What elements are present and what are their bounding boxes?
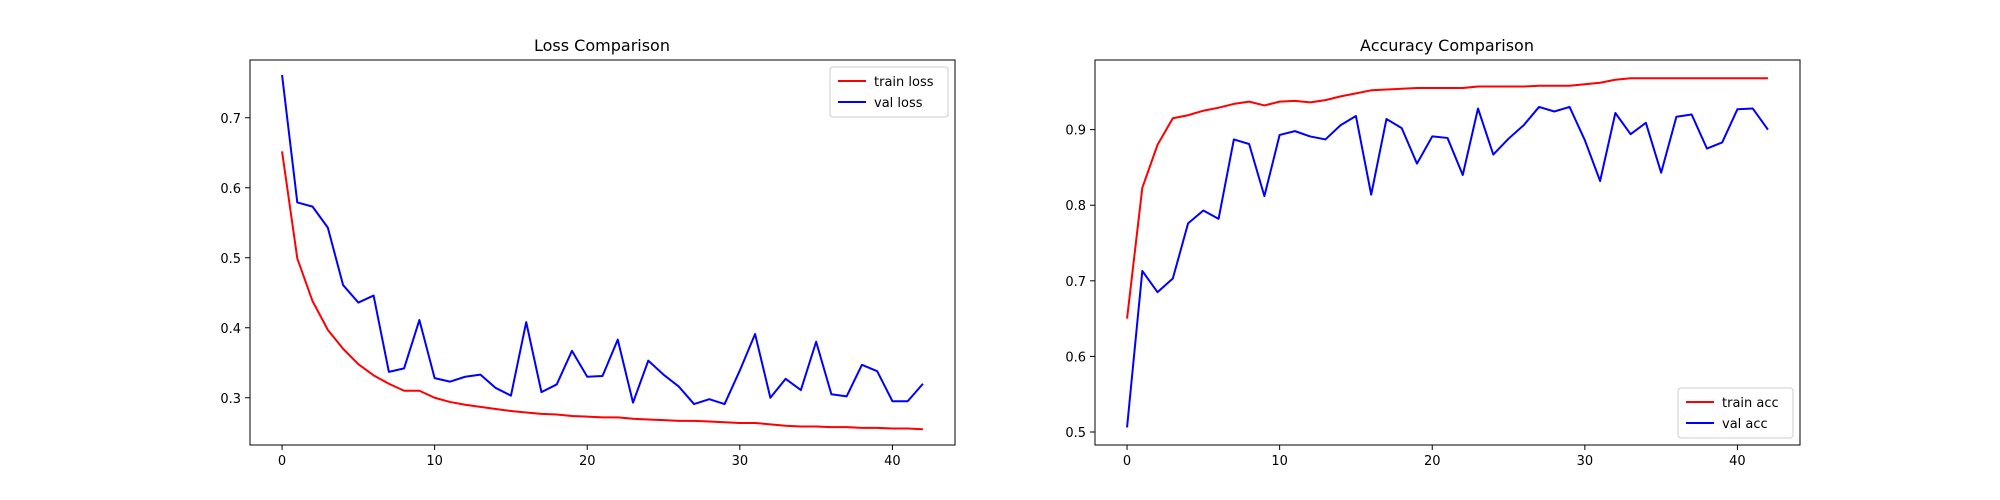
loss-chart-plot-area [281, 74, 924, 431]
loss-chart-x-tick-label: 20 [579, 454, 596, 469]
loss-chart-y-tick-label: 0.3 [220, 392, 241, 407]
accuracy-chart-y-tick-label: 0.7 [1065, 275, 1086, 290]
accuracy-chart-series-val-acc-line [1126, 105, 1769, 428]
loss-chart-legend-label: val loss [874, 96, 923, 111]
accuracy-chart-x-tick-label: 10 [1271, 454, 1288, 469]
loss-chart-series-train-loss-line [281, 151, 923, 431]
accuracy-chart-legend: train acc val acc [1677, 387, 1794, 439]
accuracy-chart-frame [1094, 59, 1801, 446]
loss-chart-y-tick-label: 0.7 [220, 112, 241, 127]
accuracy-chart-y-tick-label: 0.6 [1065, 350, 1086, 365]
accuracy-chart-y-tick-label: 0.8 [1065, 199, 1086, 214]
loss-chart-x-tick-label: 10 [426, 454, 443, 469]
loss-chart-frame [249, 59, 956, 446]
loss-chart-x-tick-label: 30 [732, 454, 749, 469]
loss-chart-title: Loss Comparison [534, 36, 670, 55]
accuracy-chart-legend-box [1677, 387, 1794, 439]
loss-chart-ticks: 0 10 20 30 40 0.3 0.4 0.5 0.6 0.7 [220, 112, 900, 469]
accuracy-chart-y-tick-label: 0.5 [1065, 426, 1086, 441]
accuracy-chart-x-tick-label: 30 [1577, 454, 1594, 469]
loss-chart-legend-label: train loss [874, 75, 934, 90]
loss-chart-y-tick-label: 0.5 [220, 252, 241, 267]
accuracy-chart-plot-area [1126, 77, 1769, 428]
accuracy-chart-x-tick-label: 0 [1123, 454, 1131, 469]
accuracy-chart-x-tick-label: 40 [1729, 454, 1746, 469]
loss-chart-y-tick-label: 0.4 [220, 322, 241, 337]
accuracy-chart-ticks: 0 10 20 30 40 0.5 0.6 0.7 0.8 0.9 [1065, 124, 1745, 469]
accuracy-chart-y-tick-label: 0.9 [1065, 124, 1086, 139]
accuracy-chart-legend-label: train acc [1722, 396, 1779, 411]
loss-chart-x-tick-label: 0 [278, 454, 286, 469]
loss-chart-legend-box [829, 66, 949, 118]
accuracy-chart-title: Accuracy Comparison [1360, 36, 1534, 55]
accuracy-chart-series-train-acc-line [1126, 77, 1768, 319]
accuracy-chart-legend-label: val acc [1722, 417, 1768, 432]
loss-chart-y-tick-label: 0.6 [220, 182, 241, 197]
loss-chart-legend: train loss val loss [829, 66, 949, 118]
loss-chart-series-val-loss-line [281, 74, 924, 406]
accuracy-chart: Accuracy Comparison 0 10 20 30 40 0.5 0.6 0.7 0.… [1065, 36, 1801, 469]
loss-chart-x-tick-label: 40 [884, 454, 901, 469]
loss-chart: Loss Comparison 0 10 20 30 40 0.3 0.4 0.5 0.6 0.7… [220, 36, 956, 469]
accuracy-chart-x-tick-label: 20 [1424, 454, 1441, 469]
